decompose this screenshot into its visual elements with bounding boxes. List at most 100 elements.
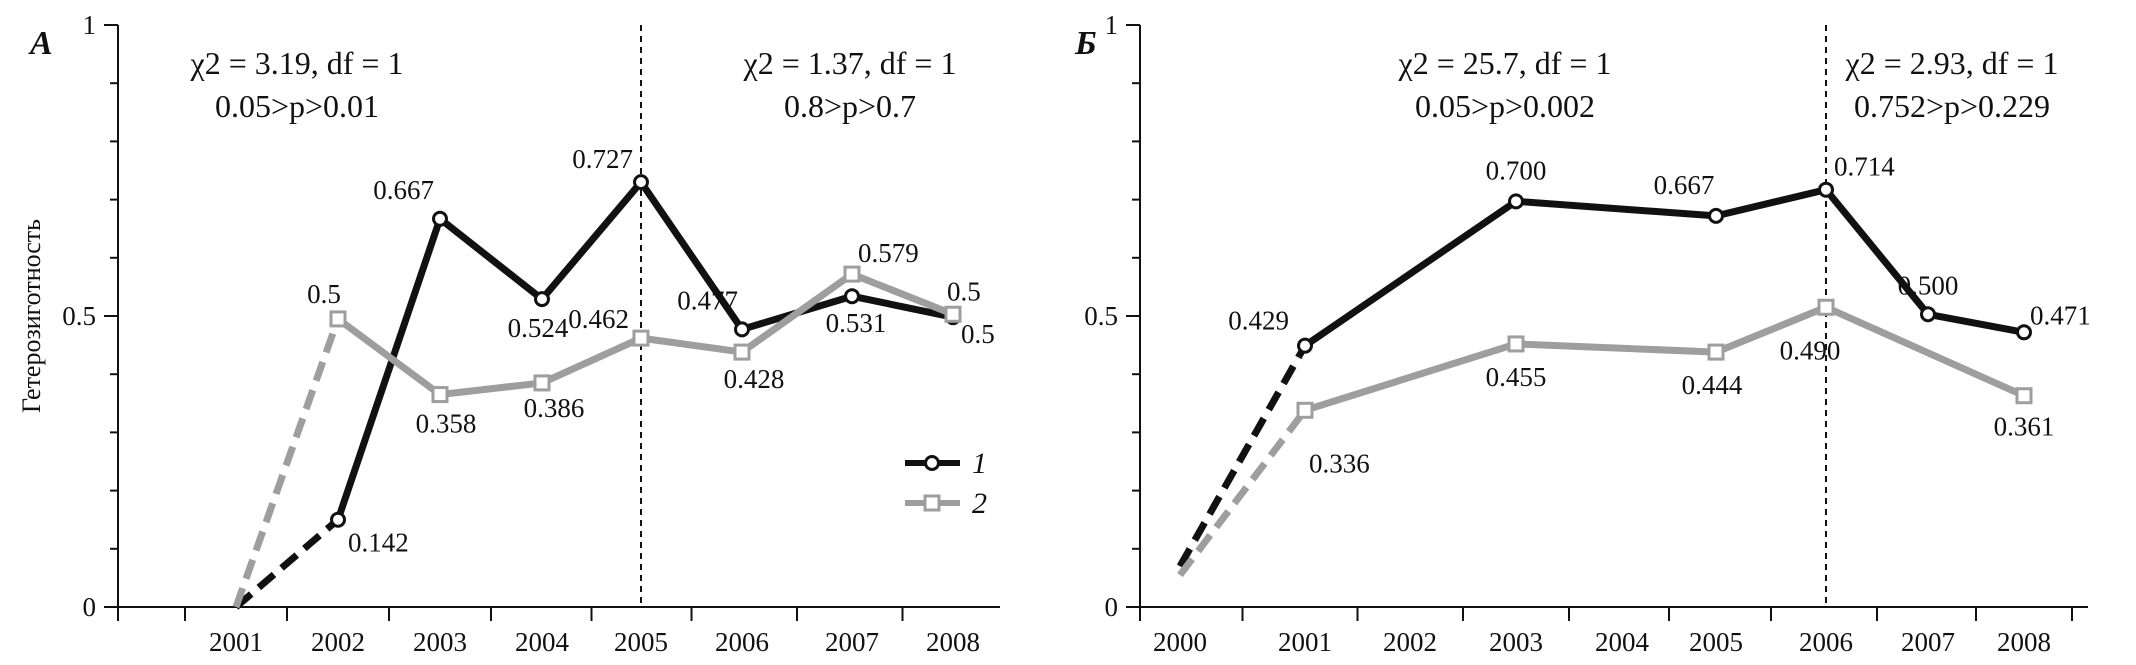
data-label: 0.5 [961,319,995,349]
legend-marker-square [923,494,941,512]
data-label: 0.524 [508,313,569,343]
data-point-marker [843,265,861,283]
series-2-dashed-segment [232,317,342,609]
data-point-marker [432,210,448,227]
series-2: 0.336 0.455 0.444 0.490 0.361 [1177,298,2055,578]
data-point-marker [734,321,750,338]
data-point-marker [330,511,346,528]
data-label: 0.428 [724,364,785,394]
data-point-marker [534,291,550,308]
y-tick-label: 0.5 [62,301,96,331]
x-tick-label: 2006 [1799,627,1853,657]
series-1: 0.142 0.667 0.524 0.727 0.477 0.531 0.5 [233,144,995,610]
x-tick-label: 2005 [614,627,668,657]
p-value-annotation: 0.05>p>0.002 [1415,88,1595,124]
data-label: 0.358 [416,409,477,439]
data-label: 0.579 [858,238,919,268]
data-label: 0.361 [1994,412,2055,442]
legend-marker-circle [924,455,940,471]
y-tick-label: 0.5 [1084,301,1118,331]
data-point-marker [1507,335,1525,353]
series-1-dashed-segment [1176,343,1309,568]
data-point-marker [329,310,347,328]
x-tick-label: 2000 [1153,627,1207,657]
x-tick-label: 2004 [515,627,570,657]
data-label: 0.142 [348,528,409,558]
legend-label: 1 [972,447,987,480]
data-label: 0.5 [947,276,981,306]
data-point-marker [1920,306,1936,323]
data-label: 0.455 [1486,362,1547,392]
data-label: 0.477 [677,285,738,315]
data-point-marker [1508,193,1524,210]
x-tick-label: 2008 [926,627,980,657]
p-value-annotation: 0.752>p>0.229 [1854,88,2050,124]
data-label: 0.5 [307,279,341,309]
data-point-marker [632,329,650,347]
data-label: 0.714 [1834,152,1895,182]
data-label: 0.667 [373,175,434,205]
series-2-line [1303,303,2026,414]
data-label: 0.490 [1780,335,1841,365]
data-point-marker [733,343,751,361]
data-label: 0.462 [568,304,629,334]
legend-label: 2 [972,487,987,520]
x-tick-label: 2008 [1997,627,2051,657]
data-point-marker [533,374,551,392]
data-label: 0.531 [826,308,887,338]
y-tick-label: 1 [1105,10,1119,40]
data-label: 0.700 [1486,155,1547,185]
x-tick-label: 2005 [1689,627,1743,657]
p-value-annotation: 0.8>p>0.7 [784,88,916,124]
x-tick-label: 2007 [1901,627,1955,657]
x-tick-label: 2004 [1595,627,1650,657]
data-label: 0.471 [2030,300,2091,330]
data-point-marker [1817,298,1835,316]
data-point-marker [633,174,649,191]
series-2-dashed-segment [1177,408,1308,578]
data-label: 0.667 [1654,170,1715,200]
x-tick-label: 2001 [209,627,263,657]
data-point-marker [1296,401,1314,419]
legend: 12 [905,447,987,520]
data-point-marker [431,386,449,404]
data-label: 0.444 [1682,370,1743,400]
panel-letter: Б [1074,25,1097,62]
data-point-marker [1708,207,1724,224]
data-point-marker [944,305,962,323]
panel-letter: A [28,25,53,62]
legend-item-1: 1 [905,447,987,480]
data-label: 0.429 [1228,306,1289,336]
data-label: 0.386 [524,393,585,423]
data-point-marker [1818,181,1834,198]
data-point-marker [1707,343,1725,361]
chi-square-annotation: χ2 = 2.93, df = 1 [1845,45,2059,81]
y-tick-label: 0 [83,592,97,622]
x-tick-label: 2003 [413,627,467,657]
chi-square-annotation: χ2 = 3.19, df = 1 [190,45,404,81]
legend-item-2: 2 [905,487,987,520]
x-tick-label: 2006 [715,627,769,657]
chi-square-annotation: χ2 = 1.37, df = 1 [743,45,957,81]
x-tick-label: 2003 [1489,627,1543,657]
series-2: 0.5 0.358 0.386 0.462 0.428 0.579 0.5 [232,238,981,609]
y-axis-title: Гетерозиготность [17,219,46,413]
x-tick-label: 2001 [1278,627,1332,657]
data-point-marker [2015,387,2033,405]
data-label: 0.500 [1898,270,1959,300]
x-tick-label: 2002 [1383,627,1437,657]
panel-a: 0 0.5 1 2001 2002 2003 2004 2005 2006 2007 2008 Aχ2… [28,10,1000,657]
chi-square-annotation: χ2 = 25.7, df = 1 [1398,45,1612,81]
p-value-annotation: 0.05>p>0.01 [215,88,379,124]
data-label: 0.336 [1309,448,1370,478]
series-1: 0.429 0.700 0.667 0.714 0.500 0.471 [1176,152,2091,568]
data-point-marker [844,288,860,305]
data-point-marker [1297,337,1313,354]
data-point-marker [2016,324,2032,341]
data-label: 0.727 [572,144,633,174]
panel-b: 0 0.5 1 2000 2001 2002 2003 2004 2005 2006 2007 200… [1074,10,2091,657]
x-tick-label: 2002 [311,627,365,657]
x-tick-label: 2007 [825,627,879,657]
